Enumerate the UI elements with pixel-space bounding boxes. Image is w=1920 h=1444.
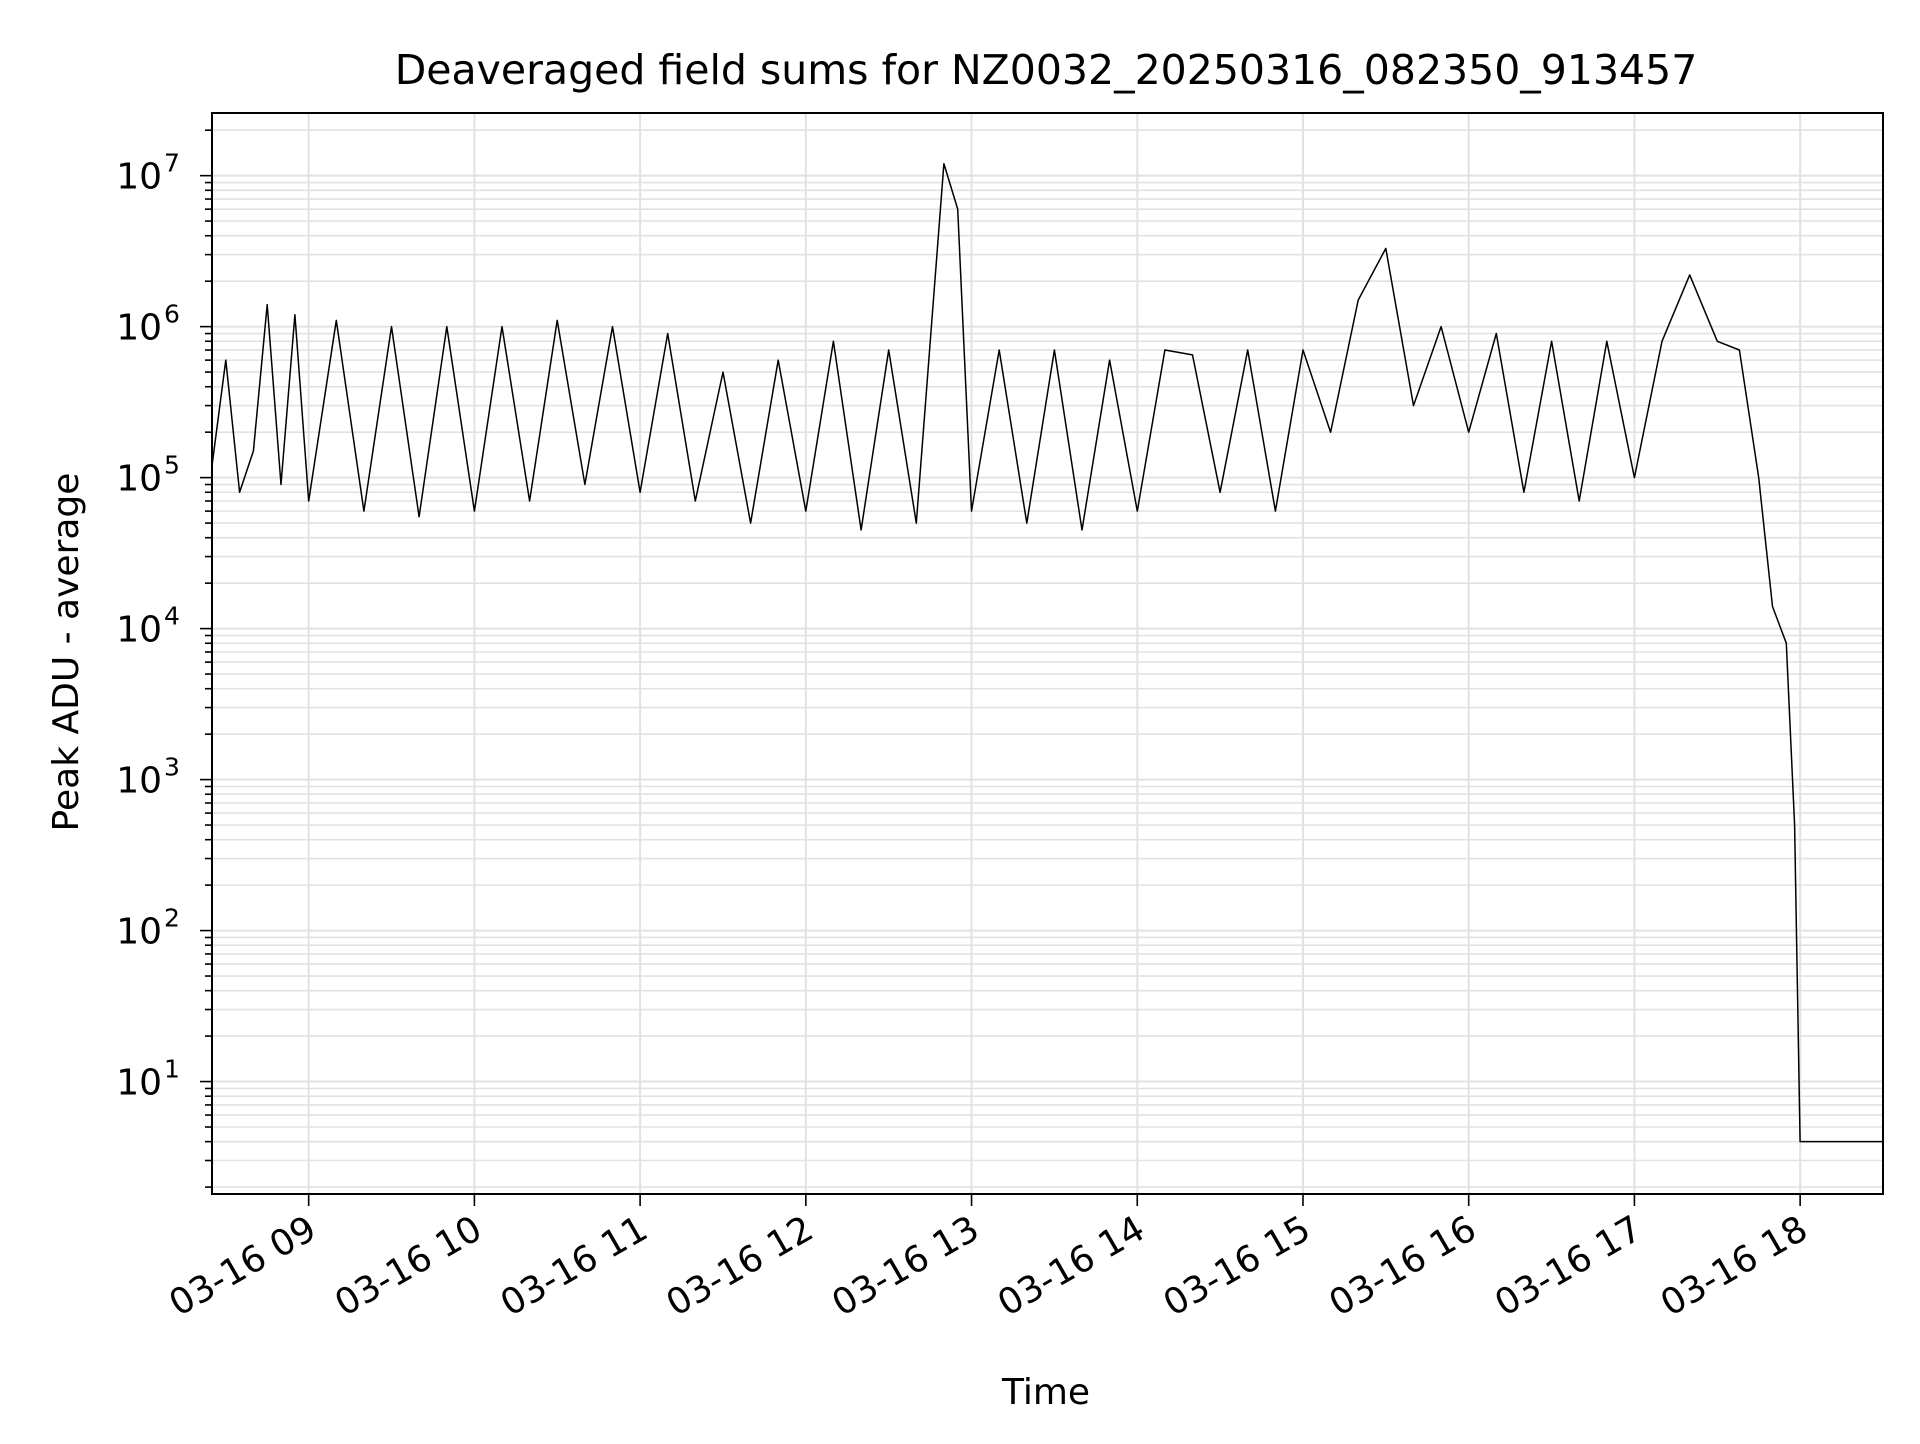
grid [212,113,1883,1194]
series-line [211,162,1883,1143]
y-axis-label: Peak ADU - average [46,473,87,832]
y-tick-label: 10 [116,610,162,651]
y-tick-label: 10 [116,308,162,349]
y-tick-label-exponent: 6 [164,300,180,329]
y-tick-label-exponent: 3 [164,753,180,782]
y-tick-label-exponent: 5 [164,451,180,480]
x-axis-label: Time [1001,1372,1090,1413]
y-tick-label: 10 [116,761,162,802]
chart-title: Deaveraged field sums for NZ0032_2025031… [395,46,1698,94]
y-tick-label-exponent: 4 [164,602,180,631]
y-tick-label: 10 [116,1063,162,1104]
y-tick-label-exponent: 2 [164,904,180,933]
y-tick-label: 10 [116,157,162,198]
series-line-group [211,162,1883,1143]
y-tick-label-exponent: 1 [164,1055,180,1084]
y-tick-label: 10 [116,912,162,953]
y-tick-label-exponent: 7 [164,149,180,178]
y-tick-label: 10 [116,459,162,500]
axes-frame [211,112,1884,1195]
